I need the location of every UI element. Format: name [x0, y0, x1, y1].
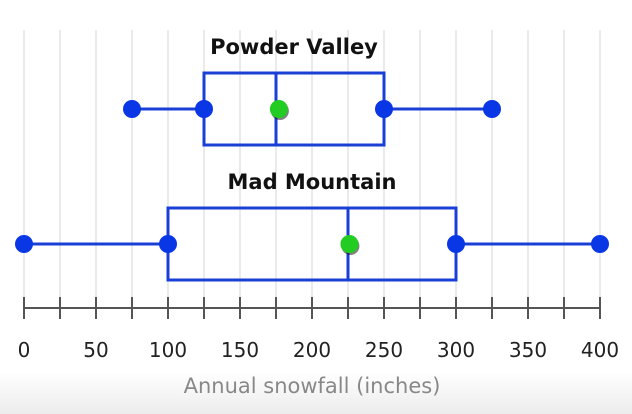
x-tick-label: 200	[293, 338, 331, 362]
x-tick-label: 400	[581, 338, 619, 362]
point-max	[483, 100, 501, 118]
x-axis-title: Annual snowfall (inches)	[184, 374, 441, 398]
x-tick-label: 250	[365, 338, 403, 362]
mean-point	[340, 235, 359, 253]
series-title: Powder Valley	[210, 35, 378, 59]
point-min	[15, 235, 33, 253]
point-q1	[195, 100, 213, 118]
x-tick-label: 350	[509, 338, 547, 362]
iqr-box	[202, 71, 386, 147]
point-min	[123, 100, 141, 118]
point-max	[591, 235, 609, 253]
bottom-fade	[0, 372, 632, 414]
x-tick-label: 300	[437, 338, 475, 362]
x-tick-label: 150	[221, 338, 259, 362]
point-q3	[447, 235, 465, 253]
x-tick-label: 50	[83, 338, 108, 362]
series-title: Mad Mountain	[228, 170, 397, 194]
x-tick-label: 100	[149, 338, 187, 362]
point-q1	[159, 235, 177, 253]
mean-point	[269, 100, 288, 118]
x-tick-label: 0	[18, 338, 31, 362]
point-q3	[375, 100, 393, 118]
